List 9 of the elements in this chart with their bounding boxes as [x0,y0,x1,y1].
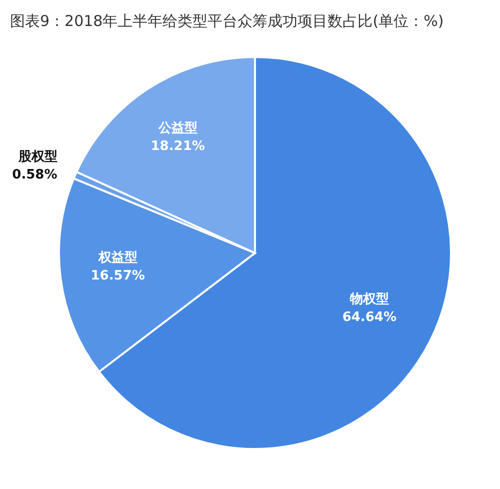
slice-label: 公益型 [157,120,198,136]
data-label: 18.21% [150,138,205,154]
data-label: 16.57% [90,268,145,284]
data-label: 64.64% [342,310,397,326]
data-label: 0.58% [12,168,58,183]
chart-title: 图表9：2018年上半年给类型平台众筹成功项目数占比(单位：%) [10,12,444,31]
slice-label: 权益型 [97,250,138,266]
slice-label: 股权型 [17,150,58,165]
slice-label: 物权型 [348,292,389,308]
